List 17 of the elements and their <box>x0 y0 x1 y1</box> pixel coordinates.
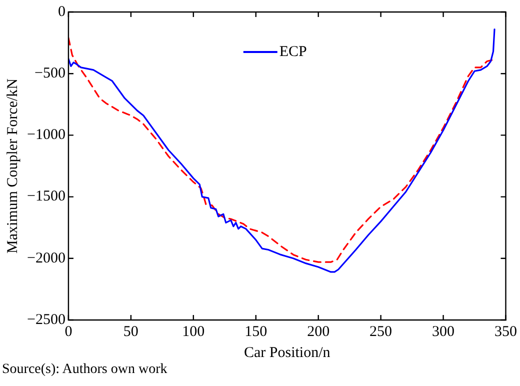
x-tick-label: 50 <box>123 324 138 340</box>
x-tick-label: 350 <box>494 324 517 340</box>
x-tick-label: 100 <box>182 324 205 340</box>
source-note: Source(s): Authors own work <box>2 362 168 378</box>
y-tick-label: 0 <box>58 4 66 20</box>
x-axis-title: Car Position/n <box>244 344 331 361</box>
y-tick-label: −1000 <box>26 127 66 144</box>
x-tick-label: 150 <box>244 324 268 340</box>
y-axis-title: Maximum Coupler Force/kN <box>4 78 21 254</box>
x-tick-label: 300 <box>432 324 455 340</box>
y-tick-label: −500 <box>34 66 66 82</box>
x-tick-label: 200 <box>307 324 330 340</box>
x-tick-label: 250 <box>370 324 392 340</box>
y-tick-label: −1500 <box>26 188 66 205</box>
y-tick-label: −2500 <box>26 312 66 328</box>
y-tick-label: −2000 <box>26 250 66 266</box>
legend-label: ECP <box>279 44 307 60</box>
